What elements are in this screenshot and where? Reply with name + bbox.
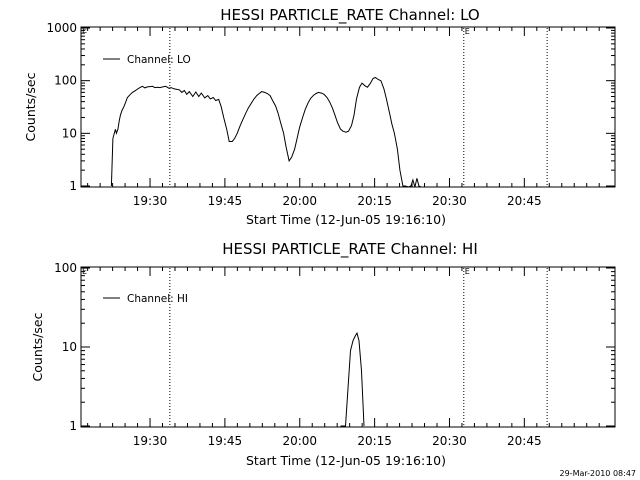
- x-tick-label: 19:45: [208, 434, 243, 448]
- x-tick-label: 19:30: [133, 434, 168, 448]
- panel-hi: HESSI PARTICLE_RATE Channel: HI E 1 10 100…: [30, 240, 616, 468]
- event-marker-label: E: [465, 27, 470, 36]
- x-tick-label: 20:30: [432, 434, 467, 448]
- legend-label-lo: Channel: LO: [127, 54, 191, 66]
- x-axis-label-lo: Start Time (12-Jun-05 19:16:10): [246, 212, 446, 227]
- y-axis-label-lo: Counts/sec: [23, 72, 38, 141]
- x-tick-label: 20:45: [507, 434, 542, 448]
- corner-label-hi-left: E: [82, 267, 87, 276]
- x-tick-label: 20:45: [507, 194, 542, 208]
- panel-lo: HESSI PARTICLE_RATE Channel: LO E 1 10 100…: [23, 6, 616, 227]
- y-tick-label: 10: [62, 126, 77, 140]
- series-line: [110, 76, 422, 188]
- y-tick-label: 1000: [46, 21, 77, 35]
- footer-timestamp: 29-Mar-2010 08:47: [560, 469, 637, 478]
- chart-title-hi: HESSI PARTICLE_RATE Channel: HI: [222, 240, 478, 259]
- y-tick-label: 10: [62, 340, 77, 354]
- event-marker-label: E: [465, 267, 470, 276]
- chart-title-lo: HESSI PARTICLE_RATE Channel: LO: [220, 6, 479, 25]
- x-axis-label-hi: Start Time (12-Jun-05 19:16:10): [246, 453, 446, 468]
- x-tick-label: 20:00: [282, 434, 317, 448]
- y-tick-label: 100: [54, 261, 77, 275]
- y-tick-label: 1: [69, 419, 77, 433]
- y-tick-label: 100: [54, 74, 77, 88]
- plot-frame-lo: [80, 26, 616, 188]
- corner-label-lo-left: E: [82, 26, 87, 35]
- y-axis-label-hi: Counts/sec: [30, 312, 45, 381]
- x-tick-label: 19:30: [133, 194, 168, 208]
- series-line: [340, 331, 365, 427]
- x-tick-label: 20:30: [432, 194, 467, 208]
- x-tick-label: 19:45: [208, 194, 243, 208]
- y-tick-label: 1: [69, 179, 77, 193]
- x-tick-label: 20:15: [357, 194, 392, 208]
- x-tick-label: 20:15: [357, 434, 392, 448]
- x-tick-label: 20:00: [282, 194, 317, 208]
- legend-label-hi: Channel: HI: [127, 293, 188, 305]
- plot-frame-hi: [80, 266, 616, 428]
